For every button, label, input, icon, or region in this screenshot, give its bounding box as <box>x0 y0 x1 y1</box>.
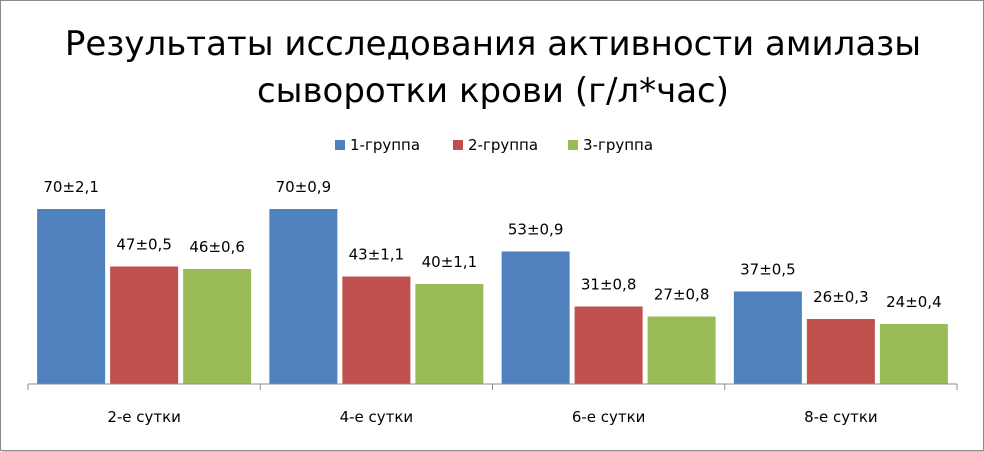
data-label-series-1-4: 37±0,5 <box>740 261 796 279</box>
bar-series-1-1 <box>37 209 106 384</box>
legend-swatch-3 <box>568 140 578 150</box>
bar-series-3-4 <box>879 324 948 384</box>
x-tick-label-2: 4-е сутки <box>340 408 414 426</box>
data-label-series-2-4: 26±0,3 <box>813 288 869 306</box>
bar-series-2-1 <box>110 266 179 384</box>
legend-label-2: 2-группа <box>468 136 538 154</box>
data-label-series-3-4: 24±0,4 <box>886 293 942 311</box>
bar-series-3-2 <box>415 284 484 384</box>
bar-series-1-4 <box>733 291 802 384</box>
x-tick-label-4: 8-е сутки <box>804 408 878 426</box>
chart-data-labels: 70±2,1 47±0,5 46±0,6 70±0,9 43±1,1 40±1,1 53±0… <box>43 178 941 311</box>
chart-legend: 1-группа 2-группа 3-группа <box>335 136 653 154</box>
data-label-series-3-3: 27±0,8 <box>654 286 710 304</box>
bar-series-2-3 <box>574 306 643 384</box>
data-label-series-1-1: 70±2,1 <box>43 178 99 196</box>
bar-series-1-3 <box>501 251 570 384</box>
data-label-series-1-2: 70±0,9 <box>276 178 332 196</box>
data-label-series-2-3: 31±0,8 <box>581 276 637 294</box>
legend-swatch-1 <box>335 140 345 150</box>
bar-series-2-4 <box>806 319 875 384</box>
chart-title-line-1: Результаты исследования активности амила… <box>65 24 921 64</box>
legend-swatch-2 <box>453 140 463 150</box>
bar-series-1-2 <box>269 209 338 384</box>
bar-series-3-3 <box>647 316 716 384</box>
legend-label-3: 3-группа <box>583 136 653 154</box>
legend-label-1: 1-группа <box>350 136 420 154</box>
data-label-series-2-1: 47±0,5 <box>116 236 172 254</box>
chart-title-line-2: сыворотки крови (г/л*час) <box>257 71 729 111</box>
data-label-series-3-1: 46±0,6 <box>189 238 245 256</box>
chart-title: Результаты исследования активности амила… <box>65 24 921 111</box>
x-tick-label-3: 6-е сутки <box>572 408 646 426</box>
chart-bars <box>37 209 948 384</box>
bar-series-2-2 <box>342 276 411 384</box>
data-label-series-2-2: 43±1,1 <box>349 246 405 264</box>
data-label-series-1-3: 53±0,9 <box>508 221 564 239</box>
bar-series-3-1 <box>183 269 252 384</box>
x-tick-label-1: 2-е сутки <box>107 408 181 426</box>
data-label-series-3-2: 40±1,1 <box>422 253 478 271</box>
x-axis-ticks: 2-е сутки 4-е сутки 6-е сутки 8-е сутки <box>27 384 958 426</box>
